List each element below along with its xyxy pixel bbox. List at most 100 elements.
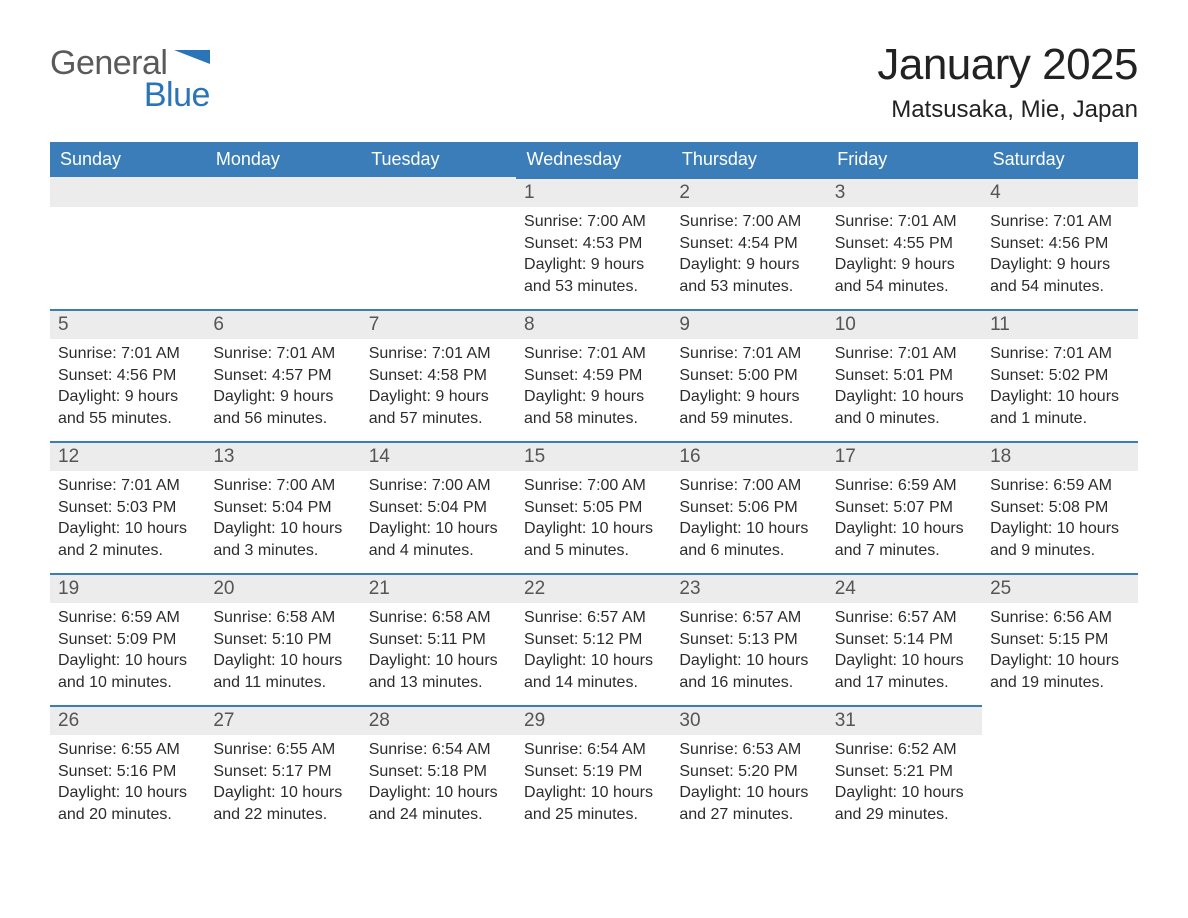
day-number: 21 xyxy=(361,573,516,603)
daylight-line: Daylight: 10 hours and 22 minutes. xyxy=(213,782,352,825)
sunset-line: Sunset: 5:20 PM xyxy=(679,761,818,783)
day-number: 16 xyxy=(671,441,826,471)
calendar-cell: 11Sunrise: 7:01 AMSunset: 5:02 PMDayligh… xyxy=(982,309,1137,441)
sunrise-line: Sunrise: 7:01 AM xyxy=(58,475,197,497)
weekday-header: Sunday xyxy=(50,142,205,177)
calendar-cell xyxy=(205,177,360,309)
day-content: Sunrise: 6:55 AMSunset: 5:17 PMDaylight:… xyxy=(205,735,360,833)
day-number: 2 xyxy=(671,177,826,207)
day-number: 20 xyxy=(205,573,360,603)
sunrise-line: Sunrise: 7:01 AM xyxy=(990,343,1129,365)
sunset-line: Sunset: 5:04 PM xyxy=(213,497,352,519)
calendar-cell: 20Sunrise: 6:58 AMSunset: 5:10 PMDayligh… xyxy=(205,573,360,705)
day-number: 24 xyxy=(827,573,982,603)
sunrise-line: Sunrise: 7:00 AM xyxy=(524,475,663,497)
weekday-header: Wednesday xyxy=(516,142,671,177)
sunrise-line: Sunrise: 6:59 AM xyxy=(835,475,974,497)
day-content: Sunrise: 7:00 AMSunset: 5:04 PMDaylight:… xyxy=(361,471,516,569)
daylight-line: Daylight: 10 hours and 20 minutes. xyxy=(58,782,197,825)
day-content: Sunrise: 6:57 AMSunset: 5:13 PMDaylight:… xyxy=(671,603,826,701)
sunrise-line: Sunrise: 7:00 AM xyxy=(679,475,818,497)
sunset-line: Sunset: 5:07 PM xyxy=(835,497,974,519)
day-number: 8 xyxy=(516,309,671,339)
sunset-line: Sunset: 4:55 PM xyxy=(835,233,974,255)
day-content: Sunrise: 7:01 AMSunset: 4:58 PMDaylight:… xyxy=(361,339,516,437)
sunset-line: Sunset: 5:02 PM xyxy=(990,365,1129,387)
sunset-line: Sunset: 4:57 PM xyxy=(213,365,352,387)
day-content: Sunrise: 7:01 AMSunset: 5:03 PMDaylight:… xyxy=(50,471,205,569)
calendar-cell: 5Sunrise: 7:01 AMSunset: 4:56 PMDaylight… xyxy=(50,309,205,441)
daylight-line: Daylight: 10 hours and 0 minutes. xyxy=(835,386,974,429)
sunrise-line: Sunrise: 7:00 AM xyxy=(679,211,818,233)
sunrise-line: Sunrise: 6:57 AM xyxy=(524,607,663,629)
logo: General Blue xyxy=(50,40,210,112)
sunset-line: Sunset: 5:13 PM xyxy=(679,629,818,651)
day-number: 26 xyxy=(50,705,205,735)
day-number: 13 xyxy=(205,441,360,471)
sunrise-line: Sunrise: 7:00 AM xyxy=(213,475,352,497)
day-content: Sunrise: 7:00 AMSunset: 5:04 PMDaylight:… xyxy=(205,471,360,569)
daylight-line: Daylight: 10 hours and 6 minutes. xyxy=(679,518,818,561)
calendar-body: 1Sunrise: 7:00 AMSunset: 4:53 PMDaylight… xyxy=(50,177,1138,837)
calendar-week-row: 5Sunrise: 7:01 AMSunset: 4:56 PMDaylight… xyxy=(50,309,1138,441)
day-content: Sunrise: 6:59 AMSunset: 5:09 PMDaylight:… xyxy=(50,603,205,701)
sunrise-line: Sunrise: 6:56 AM xyxy=(990,607,1129,629)
day-content: Sunrise: 7:01 AMSunset: 5:00 PMDaylight:… xyxy=(671,339,826,437)
day-content: Sunrise: 6:58 AMSunset: 5:11 PMDaylight:… xyxy=(361,603,516,701)
day-content: Sunrise: 6:57 AMSunset: 5:12 PMDaylight:… xyxy=(516,603,671,701)
day-number: 18 xyxy=(982,441,1137,471)
day-content: Sunrise: 7:00 AMSunset: 5:06 PMDaylight:… xyxy=(671,471,826,569)
empty-day-slot xyxy=(50,177,205,207)
calendar-cell xyxy=(982,705,1137,837)
daylight-line: Daylight: 10 hours and 10 minutes. xyxy=(58,650,197,693)
day-content: Sunrise: 6:59 AMSunset: 5:07 PMDaylight:… xyxy=(827,471,982,569)
calendar-cell: 6Sunrise: 7:01 AMSunset: 4:57 PMDaylight… xyxy=(205,309,360,441)
day-number: 7 xyxy=(361,309,516,339)
calendar-cell: 30Sunrise: 6:53 AMSunset: 5:20 PMDayligh… xyxy=(671,705,826,837)
daylight-line: Daylight: 10 hours and 4 minutes. xyxy=(369,518,508,561)
day-content: Sunrise: 7:01 AMSunset: 5:02 PMDaylight:… xyxy=(982,339,1137,437)
sunrise-line: Sunrise: 6:55 AM xyxy=(58,739,197,761)
calendar-cell: 3Sunrise: 7:01 AMSunset: 4:55 PMDaylight… xyxy=(827,177,982,309)
day-content: Sunrise: 7:00 AMSunset: 4:54 PMDaylight:… xyxy=(671,207,826,305)
calendar-cell: 13Sunrise: 7:00 AMSunset: 5:04 PMDayligh… xyxy=(205,441,360,573)
daylight-line: Daylight: 10 hours and 7 minutes. xyxy=(835,518,974,561)
sunset-line: Sunset: 4:56 PM xyxy=(58,365,197,387)
sunset-line: Sunset: 5:14 PM xyxy=(835,629,974,651)
day-content: Sunrise: 7:01 AMSunset: 4:59 PMDaylight:… xyxy=(516,339,671,437)
daylight-line: Daylight: 9 hours and 58 minutes. xyxy=(524,386,663,429)
calendar-cell: 8Sunrise: 7:01 AMSunset: 4:59 PMDaylight… xyxy=(516,309,671,441)
day-number: 27 xyxy=(205,705,360,735)
day-content: Sunrise: 7:01 AMSunset: 4:57 PMDaylight:… xyxy=(205,339,360,437)
calendar-cell: 14Sunrise: 7:00 AMSunset: 5:04 PMDayligh… xyxy=(361,441,516,573)
sunrise-line: Sunrise: 7:01 AM xyxy=(835,343,974,365)
day-number: 1 xyxy=(516,177,671,207)
daylight-line: Daylight: 9 hours and 59 minutes. xyxy=(679,386,818,429)
calendar-cell: 9Sunrise: 7:01 AMSunset: 5:00 PMDaylight… xyxy=(671,309,826,441)
day-content: Sunrise: 6:59 AMSunset: 5:08 PMDaylight:… xyxy=(982,471,1137,569)
calendar-cell: 21Sunrise: 6:58 AMSunset: 5:11 PMDayligh… xyxy=(361,573,516,705)
day-number: 28 xyxy=(361,705,516,735)
day-number: 14 xyxy=(361,441,516,471)
day-content: Sunrise: 7:01 AMSunset: 4:56 PMDaylight:… xyxy=(50,339,205,437)
day-content: Sunrise: 7:01 AMSunset: 4:55 PMDaylight:… xyxy=(827,207,982,305)
daylight-line: Daylight: 10 hours and 14 minutes. xyxy=(524,650,663,693)
day-content: Sunrise: 6:52 AMSunset: 5:21 PMDaylight:… xyxy=(827,735,982,833)
daylight-line: Daylight: 10 hours and 9 minutes. xyxy=(990,518,1129,561)
weekday-header: Friday xyxy=(827,142,982,177)
calendar-cell: 23Sunrise: 6:57 AMSunset: 5:13 PMDayligh… xyxy=(671,573,826,705)
day-content: Sunrise: 7:01 AMSunset: 4:56 PMDaylight:… xyxy=(982,207,1137,305)
day-number: 25 xyxy=(982,573,1137,603)
calendar-cell: 28Sunrise: 6:54 AMSunset: 5:18 PMDayligh… xyxy=(361,705,516,837)
daylight-line: Daylight: 10 hours and 1 minute. xyxy=(990,386,1129,429)
sunset-line: Sunset: 5:19 PM xyxy=(524,761,663,783)
day-content: Sunrise: 6:54 AMSunset: 5:19 PMDaylight:… xyxy=(516,735,671,833)
day-content: Sunrise: 7:00 AMSunset: 4:53 PMDaylight:… xyxy=(516,207,671,305)
day-number: 3 xyxy=(827,177,982,207)
calendar-cell: 22Sunrise: 6:57 AMSunset: 5:12 PMDayligh… xyxy=(516,573,671,705)
day-number: 22 xyxy=(516,573,671,603)
daylight-line: Daylight: 10 hours and 25 minutes. xyxy=(524,782,663,825)
month-title: January 2025 xyxy=(877,40,1138,90)
sunrise-line: Sunrise: 6:59 AM xyxy=(990,475,1129,497)
calendar-cell: 26Sunrise: 6:55 AMSunset: 5:16 PMDayligh… xyxy=(50,705,205,837)
